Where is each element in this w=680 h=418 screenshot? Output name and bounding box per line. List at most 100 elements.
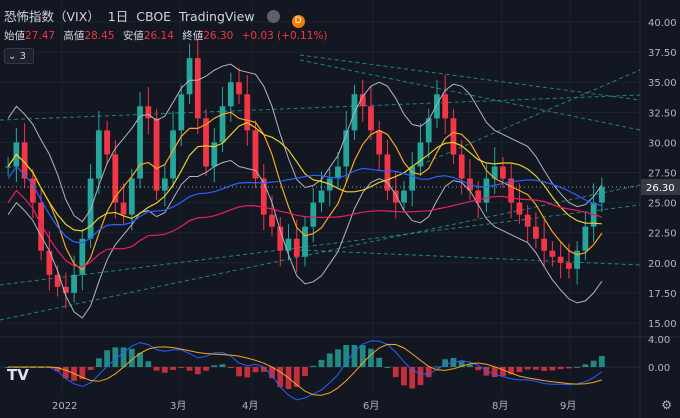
candle-body [343, 130, 350, 167]
candle-body [409, 166, 416, 191]
bollinger-upper [7, 63, 603, 223]
candle-body [434, 94, 440, 119]
trend-line [299, 54, 641, 101]
candle-body [310, 202, 317, 227]
oscillator-histogram-bar [359, 345, 366, 367]
candle-body [524, 214, 531, 227]
oscillator-histogram-bar [590, 360, 597, 367]
price-tick-label: 40.00 [648, 18, 677, 29]
low-label: 安値 [122, 30, 144, 42]
candle-body [29, 178, 36, 203]
moving-average-very-long [7, 189, 603, 268]
candle-body [244, 94, 251, 131]
oscillator-histogram-bar [219, 364, 226, 367]
oscillator-histogram-bar [335, 349, 341, 367]
time-tick-label: 2022 [52, 401, 77, 412]
indicators-count: 3 [19, 51, 26, 62]
close-value: 26.30 [203, 30, 234, 42]
oscillator-histogram-bar [409, 367, 416, 389]
trend-line [0, 204, 641, 286]
candle-body [161, 178, 168, 191]
candle-body [285, 238, 292, 251]
candle-body [5, 166, 12, 168]
candle-body [508, 178, 515, 203]
oscillator-histogram-bar [145, 361, 152, 367]
oscillator-histogram-bar [104, 350, 110, 367]
oscillator-histogram-bar [541, 367, 548, 371]
trend-line [0, 94, 641, 121]
candle-body [194, 58, 201, 119]
oscillator-histogram-bar [582, 364, 589, 367]
candle-body [335, 166, 341, 179]
candle-body [318, 190, 325, 203]
symbol-title[interactable]: 恐怖指数（VIX） [4, 9, 100, 24]
candle-body [95, 130, 102, 179]
oscillator-histogram-bar [252, 367, 259, 373]
candle-body [442, 94, 449, 119]
candle-body [236, 82, 242, 95]
candle-body [450, 118, 457, 155]
candle-body [541, 238, 548, 251]
price-tick-label: 15.00 [648, 319, 677, 330]
oscillator-histogram-bar [475, 367, 482, 371]
oscillator-histogram-bar [211, 365, 218, 367]
moving-average-long [7, 165, 603, 244]
oscillator-histogram-bar [293, 367, 300, 387]
interval-label[interactable]: 1日 [107, 9, 129, 24]
oscillator-histogram-bar [153, 367, 160, 371]
oscillator-histogram-bar [161, 367, 168, 373]
oscillator-histogram-bar [598, 355, 605, 367]
candle-body [46, 250, 53, 275]
moving-average-medium [7, 121, 602, 232]
oscillator-histogram-bar [566, 367, 572, 369]
candle-body [302, 226, 308, 257]
tradingview-logo[interactable]: TV [7, 366, 29, 384]
oscillator-histogram-bar [384, 366, 391, 368]
oscillator-histogram-bar [401, 367, 407, 386]
high-label: 高値 [63, 30, 85, 42]
candle-body [153, 118, 160, 191]
oscillator-histogram-bar [194, 367, 201, 375]
price-tick-label: 27.50 [648, 169, 677, 180]
candle-body [516, 202, 523, 215]
candle-body [203, 118, 209, 167]
oscillator-histogram-bar [574, 366, 581, 368]
candle-body [491, 166, 498, 179]
oscillator-histogram-bar [516, 367, 523, 373]
gear-icon[interactable]: ⚙ [661, 398, 672, 412]
oscillator-histogram-bar [326, 353, 333, 367]
oscillator-histogram-bar [557, 367, 564, 370]
oscillator-histogram-bar [442, 359, 449, 367]
oscillator-histogram-bar [343, 345, 350, 367]
indicators-toggle[interactable]: ⌄ 3 [4, 48, 34, 64]
oscillator-histogram-bar [137, 352, 143, 367]
oscillator-histogram-bar [524, 367, 531, 370]
oscillator-histogram-bar [170, 367, 176, 370]
oscillator-histogram-bar [508, 367, 515, 375]
candle-body [549, 250, 556, 257]
price-tick-label: 22.50 [648, 229, 677, 240]
oscillator-histogram-bar [203, 367, 209, 371]
oscillator-histogram-bar [310, 365, 317, 367]
oscillator-histogram-bar [128, 348, 135, 367]
candle-body [71, 274, 77, 293]
candle-body [178, 94, 185, 131]
candle-body [458, 154, 465, 179]
oscillator-histogram-bar [483, 367, 490, 376]
price-tick-label: 30.00 [648, 138, 677, 149]
oscillator-histogram-bar [376, 357, 383, 367]
time-tick-label: 4月 [242, 400, 258, 412]
oscillator-histogram-bar [87, 367, 94, 370]
change-value: +0.03 (+0.11%) [241, 30, 328, 42]
oscillator-histogram-bar [500, 367, 506, 377]
candle-body [574, 250, 581, 269]
price-tick-label: 35.00 [648, 78, 677, 89]
open-label: 始値 [4, 30, 25, 42]
candle-body [38, 202, 44, 251]
oscillator-histogram-bar [318, 359, 325, 367]
macd-line [8, 340, 603, 401]
signal-line [8, 343, 603, 396]
price-tick-label: 20.00 [648, 259, 677, 270]
oscillator-histogram-bar [467, 364, 473, 367]
